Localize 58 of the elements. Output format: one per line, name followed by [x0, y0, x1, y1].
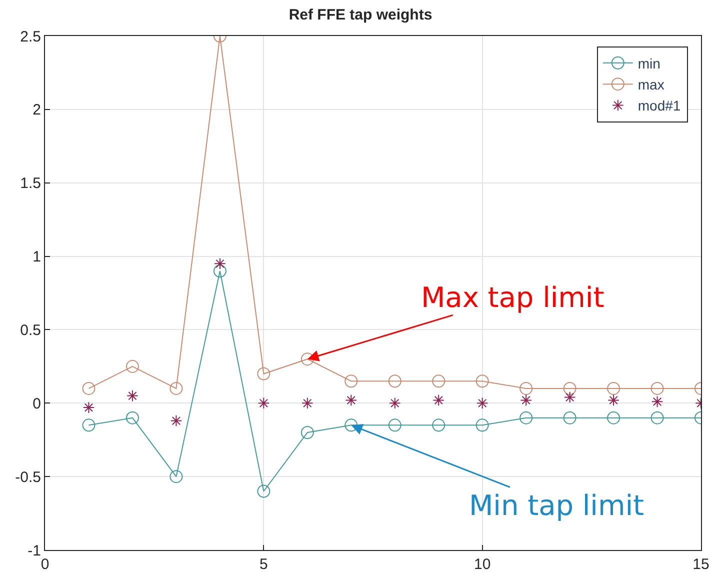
point	[563, 411, 576, 424]
point	[650, 411, 664, 424]
point	[650, 382, 664, 395]
point	[170, 470, 183, 484]
point	[126, 411, 139, 424]
point	[344, 418, 358, 432]
point	[300, 352, 314, 366]
point	[651, 396, 664, 408]
point	[388, 418, 402, 432]
y-tick-label: 0	[32, 395, 41, 412]
point	[82, 402, 95, 414]
point	[82, 418, 96, 432]
point	[126, 360, 139, 373]
chart-title: Ref FFE tap weights	[288, 6, 432, 24]
point	[520, 382, 533, 395]
point	[170, 414, 182, 427]
point	[564, 391, 576, 404]
point	[432, 374, 446, 388]
point	[432, 418, 446, 432]
point	[520, 394, 532, 406]
annotation: Min tap limit	[469, 489, 644, 522]
point	[520, 411, 533, 424]
point	[214, 258, 226, 270]
point	[126, 390, 138, 402]
y-tick-label: -1	[28, 542, 41, 560]
point	[257, 484, 270, 498]
y-tick-label: 2	[32, 102, 41, 119]
point	[608, 394, 620, 406]
point	[476, 418, 489, 432]
legend-label: max	[638, 76, 664, 93]
x-tick-label: 15	[692, 556, 710, 573]
point	[563, 382, 576, 395]
point	[476, 374, 489, 388]
annotation: Max tap limit	[421, 281, 604, 314]
x-tick-label: 10	[474, 556, 491, 573]
y-tick-label: -0.5	[15, 468, 41, 486]
point	[607, 411, 620, 424]
point	[388, 397, 401, 410]
point	[432, 394, 444, 406]
point	[607, 382, 620, 395]
point	[258, 397, 270, 410]
point	[344, 374, 358, 388]
point	[302, 397, 314, 410]
legend-label: min	[638, 55, 660, 72]
y-tick-label: 1	[32, 248, 41, 266]
point	[82, 382, 96, 395]
point	[170, 382, 183, 395]
point	[213, 264, 226, 278]
legend-label: mod#1	[638, 98, 681, 114]
point	[388, 374, 402, 388]
point	[300, 426, 314, 440]
y-tick-label: 1.5	[20, 175, 41, 192]
point	[257, 367, 270, 380]
point	[476, 397, 488, 410]
x-tick-label: 5	[260, 556, 268, 573]
y-tick-label: 0.5	[20, 322, 41, 339]
y-tick-label: 2.5	[20, 28, 41, 46]
point	[345, 394, 358, 406]
